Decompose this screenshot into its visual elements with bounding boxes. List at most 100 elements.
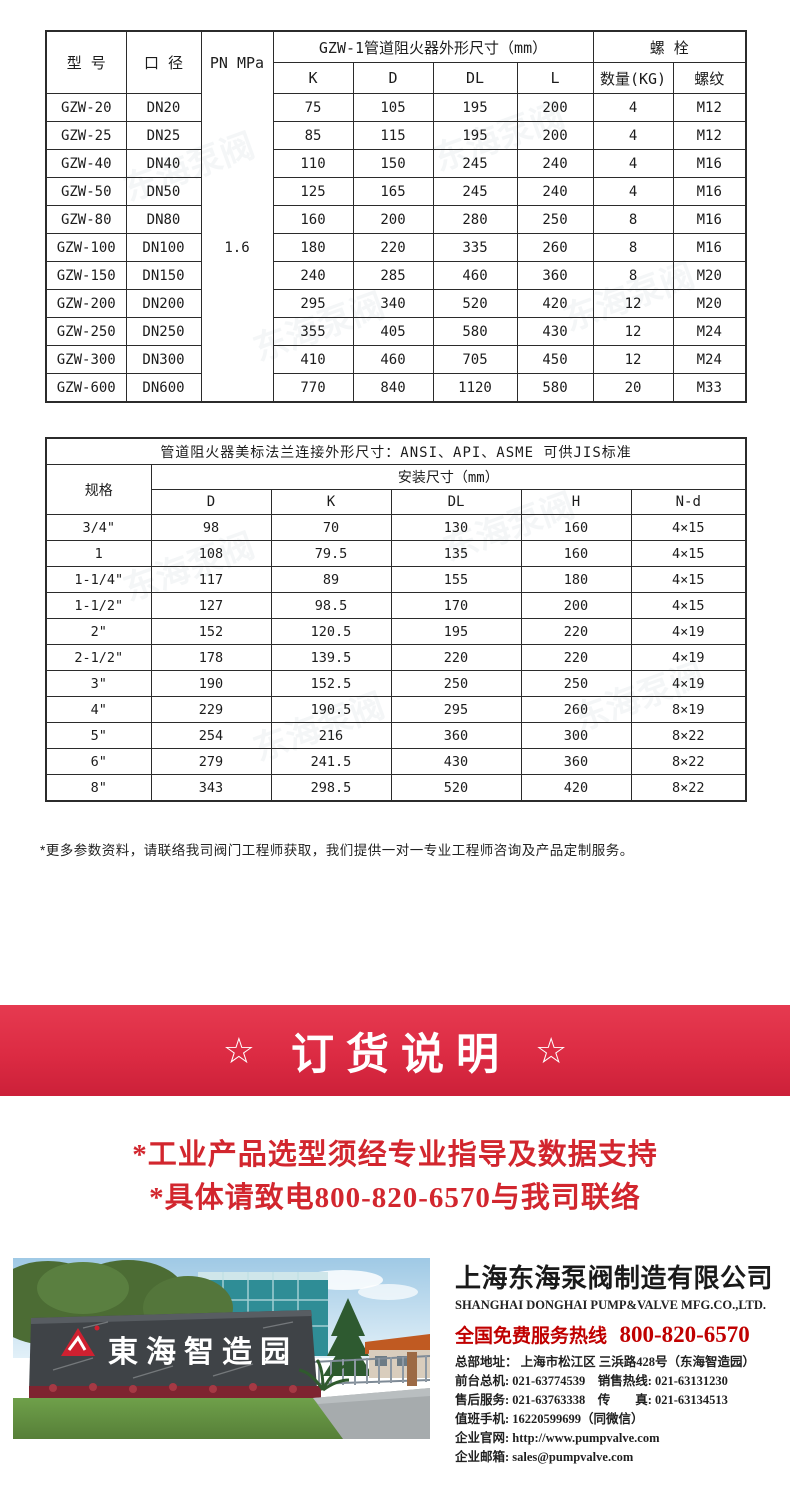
cell-d: 115 <box>352 121 434 150</box>
cell-pn <box>200 177 274 206</box>
notice-line: *具体请致电800-820-6570与我司联络 <box>149 1182 641 1214</box>
cell-h: 420 <box>520 774 632 802</box>
cell-dl: 580 <box>432 317 518 346</box>
cell-d: 343 <box>150 774 272 802</box>
footnote: *更多参数资料，请联络我司阀门工程师获取，我们提供一对一专业工程师咨询及产品定制… <box>40 843 634 858</box>
cell-k: 85 <box>272 121 354 150</box>
contact-list: 总部地址： 上海市松江区 三浜路428号（东海智造园） 前台总机: 021-63… <box>455 1353 787 1467</box>
cell-bolt-qty: 8 <box>592 261 674 290</box>
table-row: 1-1/2" 127 98.5 170 200 4×15 <box>45 592 747 619</box>
cell-h: 160 <box>520 514 632 541</box>
header-l: L <box>516 62 594 94</box>
cell-d: 254 <box>150 722 272 749</box>
cell-h: 300 <box>520 722 632 749</box>
cell-diameter: DN200 <box>125 289 202 318</box>
cell-thread: M12 <box>672 121 747 150</box>
cell-dl: 130 <box>390 514 522 541</box>
star-icon: ☆ <box>222 1029 255 1071</box>
header-model: 型 号 <box>45 30 127 94</box>
cell-l: 240 <box>516 177 594 206</box>
contact-email: 企业邮箱: sales@pumpvalve.com <box>455 1450 634 1464</box>
cell-d: 108 <box>150 540 272 567</box>
cell-h: 250 <box>520 670 632 697</box>
table-row: GZW-50 DN50 125 165 245 240 4 M16 <box>45 177 747 206</box>
cell-h: 220 <box>520 618 632 645</box>
cell-spec: 6" <box>45 748 152 775</box>
cell-dl: 360 <box>390 722 522 749</box>
cell-diameter: DN150 <box>125 261 202 290</box>
header-install-group: 安装尺寸（mm） <box>150 464 747 490</box>
cell-l: 200 <box>516 93 594 122</box>
header-k2: K <box>270 489 392 515</box>
cell-diameter: DN20 <box>125 93 202 122</box>
notice-line: *工业产品选型须经专业指导及数据支持 <box>132 1139 658 1171</box>
cell-diameter: DN25 <box>125 121 202 150</box>
cell-thread: M16 <box>672 233 747 262</box>
cell-thread: M20 <box>672 289 747 318</box>
cell-d: 285 <box>352 261 434 290</box>
cell-d: 220 <box>352 233 434 262</box>
cell-diameter: DN600 <box>125 373 202 403</box>
cell-d: 105 <box>352 93 434 122</box>
header-spec: 规格 <box>45 464 152 515</box>
cell-thread: M24 <box>672 345 747 374</box>
cell-bolt-qty: 4 <box>592 149 674 178</box>
cell-k: 295 <box>272 289 354 318</box>
cell-model: GZW-600 <box>45 373 127 403</box>
cell-model: GZW-100 <box>45 233 127 262</box>
cell-dl: 245 <box>432 177 518 206</box>
table-row: 3/4" 98 70 130 160 4×15 <box>45 514 747 541</box>
cell-pn <box>200 373 274 402</box>
cell-pn <box>200 149 274 178</box>
cell-k: 70 <box>270 514 392 541</box>
cell-bolt-qty: 4 <box>592 121 674 150</box>
cell-l: 200 <box>516 121 594 150</box>
table-row: 1 108 79.5 135 160 4×15 <box>45 540 747 567</box>
cell-nd: 8×22 <box>630 774 747 802</box>
cell-nd: 4×19 <box>630 644 747 671</box>
cell-pn <box>200 289 274 318</box>
header-dl: DL <box>432 62 518 94</box>
header-bolt-qty: 数量(KG) <box>592 62 674 94</box>
table-row: 6" 279 241.5 430 360 8×22 <box>45 748 747 775</box>
cell-d: 117 <box>150 566 272 593</box>
cell-spec: 1-1/2" <box>45 592 152 619</box>
order-info-banner: ☆ 订货说明 ☆ <box>0 1005 790 1096</box>
cell-d: 229 <box>150 696 272 723</box>
table-row: GZW-600 DN600 770 840 1120 580 20 M33 <box>45 373 747 403</box>
table-row: 3" 190 152.5 250 250 4×19 <box>45 670 747 697</box>
header-d: D <box>352 62 434 94</box>
cell-diameter: DN50 <box>125 177 202 206</box>
cell-d: 340 <box>352 289 434 318</box>
cell-bolt-qty: 12 <box>592 345 674 374</box>
cell-pn <box>200 317 274 346</box>
cell-d: 127 <box>150 592 272 619</box>
cell-dl: 460 <box>432 261 518 290</box>
header-nd: N-d <box>630 489 747 515</box>
cell-diameter: DN300 <box>125 345 202 374</box>
cell-dl: 430 <box>390 748 522 775</box>
header-dl2: DL <box>390 489 522 515</box>
cell-d: 279 <box>150 748 272 775</box>
hotline-label: 全国免费服务热线 <box>455 1326 608 1347</box>
cell-dl: 250 <box>390 670 522 697</box>
cell-dl: 335 <box>432 233 518 262</box>
cell-l: 240 <box>516 149 594 178</box>
cell-h: 360 <box>520 748 632 775</box>
contact-phones-2: 售后服务: 021-63763338 传 真: 021-63134513 <box>455 1393 728 1407</box>
header-dims-group: GZW-1管道阻火器外形尺寸（mm） <box>272 30 594 63</box>
cell-k: 110 <box>272 149 354 178</box>
cell-bolt-qty: 8 <box>592 233 674 262</box>
cell-pn <box>200 205 274 234</box>
cell-d: 98 <box>150 514 272 541</box>
cell-model: GZW-300 <box>45 345 127 374</box>
cell-pn <box>200 121 274 150</box>
cell-k: 298.5 <box>270 774 392 802</box>
cell-pn: 1.6 <box>200 233 274 262</box>
cell-h: 260 <box>520 696 632 723</box>
cell-bolt-qty: 4 <box>592 177 674 206</box>
cell-thread: M16 <box>672 177 747 206</box>
ansi-flange-table: 管道阻火器美标法兰连接外形尺寸：ANSI、API、ASME 可供JIS标准 规格… <box>45 437 748 802</box>
cell-d: 165 <box>352 177 434 206</box>
